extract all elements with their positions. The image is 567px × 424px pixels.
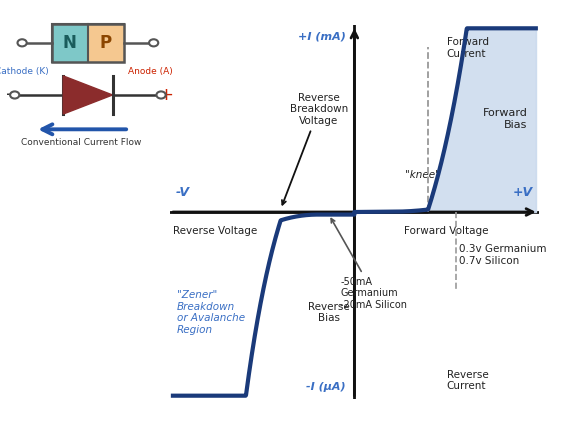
Polygon shape [64,76,112,114]
Text: -: - [6,86,14,104]
Text: Forward Voltage: Forward Voltage [404,226,489,236]
Text: 0.3v Germanium
0.7v Silicon: 0.3v Germanium 0.7v Silicon [459,244,547,266]
Text: -50mA
Germanium
-20mA Silicon: -50mA Germanium -20mA Silicon [331,219,407,310]
Text: +: + [159,86,174,104]
FancyBboxPatch shape [52,24,88,62]
Text: Reverse Voltage: Reverse Voltage [173,226,257,236]
Circle shape [149,39,158,46]
Text: -V: -V [176,186,190,199]
Text: Forward
Current: Forward Current [447,37,489,59]
Text: Reverse
Breakdown
Voltage: Reverse Breakdown Voltage [282,93,348,205]
Text: +V: +V [513,186,533,199]
Text: Conventional Current Flow: Conventional Current Flow [21,138,142,147]
FancyBboxPatch shape [52,24,124,62]
Text: +I (mA): +I (mA) [298,32,346,42]
Circle shape [156,92,166,98]
Text: N: N [63,34,77,52]
Text: Forward
Bias: Forward Bias [483,108,527,129]
Text: "knee": "knee" [405,170,440,181]
Text: Reverse
Current: Reverse Current [447,370,488,391]
Text: "Zener"
Breakdown
or Avalanche
Region: "Zener" Breakdown or Avalanche Region [177,290,246,335]
Text: -I (μA): -I (μA) [306,382,346,392]
Text: Anode (A): Anode (A) [128,67,173,76]
Circle shape [18,39,27,46]
Text: Cathode (K): Cathode (K) [0,67,49,76]
Text: Reverse
Bias: Reverse Bias [308,301,350,323]
Circle shape [10,92,19,98]
FancyBboxPatch shape [88,24,124,62]
Text: P: P [100,34,112,52]
